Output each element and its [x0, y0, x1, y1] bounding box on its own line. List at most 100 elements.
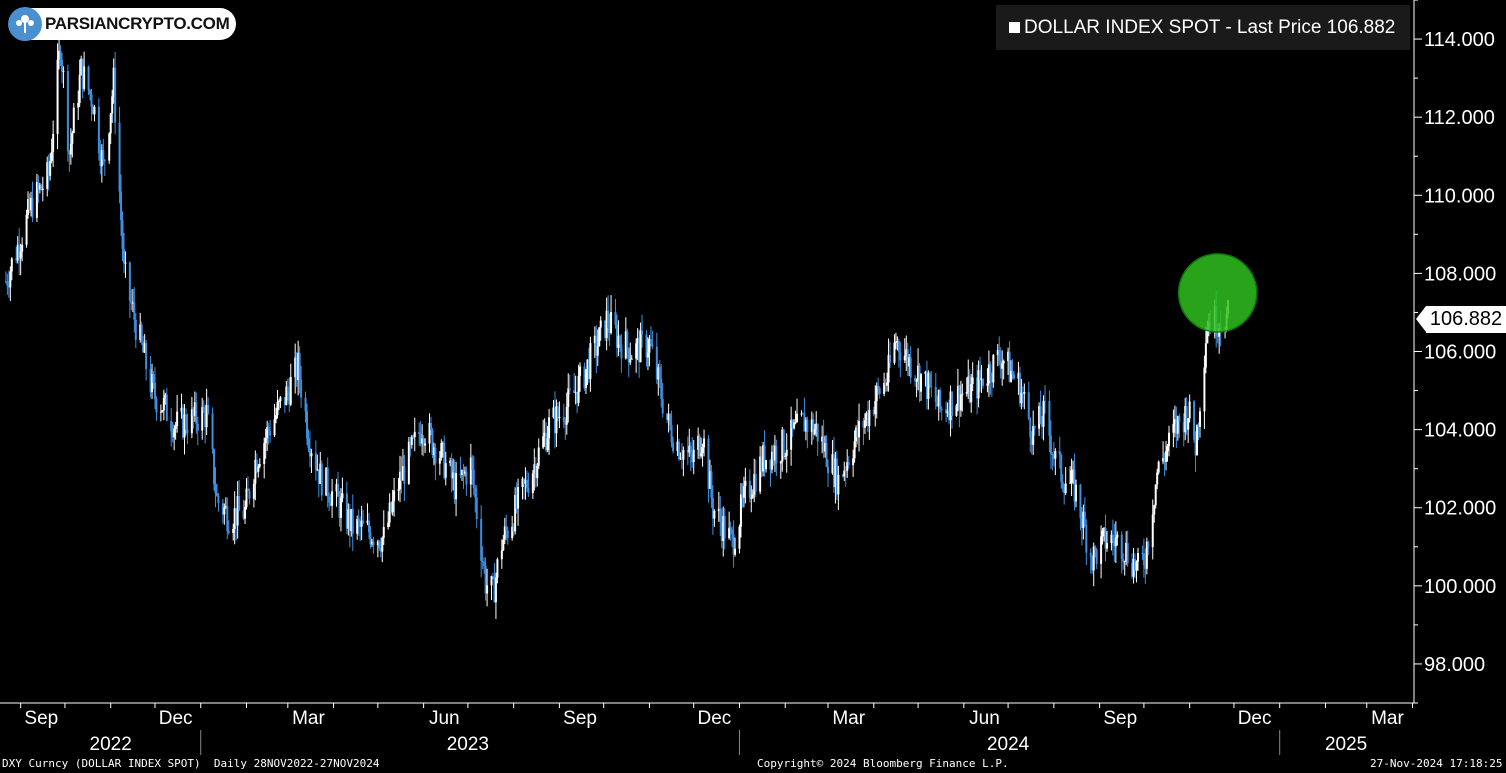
candle-body: [527, 487, 530, 494]
candle-body: [245, 488, 248, 508]
candle-body: [794, 422, 797, 424]
candle-body: [651, 344, 654, 347]
candle-body: [120, 191, 123, 221]
candle-body: [558, 416, 561, 418]
candle-body: [734, 548, 737, 555]
candle-body: [598, 327, 601, 347]
candle-body: [574, 391, 577, 393]
candle-body: [393, 490, 396, 502]
candle-body: [738, 526, 741, 549]
candle-body: [341, 493, 344, 499]
candle-body: [180, 407, 183, 412]
candle-body: [15, 258, 18, 261]
candle-body: [676, 441, 679, 451]
candle-body: [494, 577, 497, 603]
candle-body: [455, 473, 458, 500]
candle-body: [142, 341, 145, 353]
candle-body: [868, 409, 871, 426]
candle-body: [614, 312, 617, 325]
legend-label: DOLLAR INDEX SPOT - Last Price 106.882: [1024, 16, 1396, 38]
candle-body: [362, 520, 365, 524]
candle-body: [556, 406, 559, 418]
candle-body: [1042, 400, 1045, 427]
candle-body: [1176, 416, 1179, 434]
candle-body: [1074, 484, 1077, 502]
candle-body: [214, 484, 217, 494]
candle-body: [800, 413, 803, 415]
y-tick-label: 98.000: [1424, 654, 1485, 676]
candle-body: [1163, 458, 1166, 462]
candle-body: [444, 463, 447, 478]
candle-body: [719, 508, 722, 522]
candle-body: [465, 471, 468, 485]
candle-body: [452, 472, 455, 479]
candle-body: [667, 414, 670, 421]
candle-body: [124, 262, 127, 264]
candle-body: [254, 459, 257, 484]
x-month-label: Mar: [292, 708, 325, 729]
candle-body: [1001, 363, 1004, 369]
candle-body: [1082, 511, 1085, 529]
candle-body: [841, 474, 844, 477]
candle-body: [19, 251, 22, 259]
candle-body: [1156, 472, 1159, 485]
candle-body: [173, 428, 176, 438]
candle-body: [1114, 537, 1117, 547]
candle-body: [564, 422, 567, 425]
candle-body: [449, 460, 452, 464]
candle-body: [490, 576, 493, 586]
y-tick-label: 108.000: [1424, 263, 1496, 285]
candle-body: [512, 526, 515, 532]
candle-body: [376, 541, 379, 546]
logo-text: PARSIANCRYPTO.COM: [45, 14, 230, 33]
legend-swatch: [1009, 22, 1020, 33]
candle-body: [677, 441, 680, 460]
candle-body: [524, 479, 527, 484]
candle-body: [775, 445, 778, 464]
candle-body: [337, 484, 340, 497]
candle-body: [1073, 469, 1076, 502]
candle-body: [987, 364, 990, 384]
candle-body: [821, 436, 824, 442]
x-year-label: 2023: [447, 734, 489, 755]
candle-body: [41, 188, 44, 190]
candle-body: [153, 382, 156, 400]
candle-body: [1029, 418, 1032, 438]
candle-body: [441, 442, 444, 444]
candle-body: [511, 526, 514, 539]
candle-body: [111, 96, 114, 114]
candle-body: [698, 435, 701, 457]
candle-body: [407, 441, 410, 484]
candle-body: [924, 371, 927, 374]
candle-body: [905, 349, 908, 356]
candle-body: [325, 467, 328, 496]
candle-body: [360, 520, 363, 527]
candle-body: [843, 470, 846, 477]
y-tick-label: 104.000: [1424, 420, 1496, 442]
candle-body: [785, 449, 788, 456]
candle-body: [682, 449, 685, 460]
candle-body: [432, 447, 435, 455]
candle-body: [403, 466, 406, 484]
candle-body: [986, 383, 989, 386]
candle-body: [306, 411, 309, 439]
candle-body: [422, 438, 425, 446]
candle-body: [381, 537, 384, 552]
candle-body: [1100, 536, 1103, 564]
candle-body: [691, 453, 694, 462]
candle-body: [1111, 534, 1114, 541]
x-month-label: Jun: [429, 708, 460, 729]
candle-body: [968, 376, 971, 403]
candle-body: [143, 343, 146, 353]
candle-body: [865, 412, 868, 421]
candle-body: [781, 429, 784, 462]
candle-body: [1145, 541, 1148, 569]
candle-body: [21, 244, 24, 252]
candle-body: [915, 380, 918, 382]
candle-body: [1039, 406, 1042, 424]
candle-body: [584, 369, 587, 389]
candle-body: [567, 388, 570, 407]
candle-body: [852, 458, 855, 466]
candle-body: [810, 419, 813, 432]
candle-body: [1125, 542, 1128, 561]
